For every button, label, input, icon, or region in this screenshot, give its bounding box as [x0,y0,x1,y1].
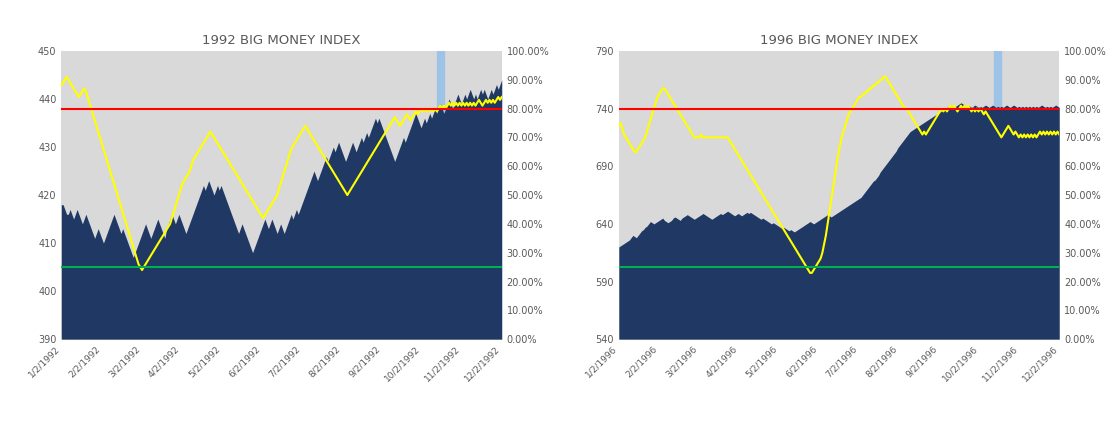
Bar [995,51,1001,339]
Title: 1992 BIG MONEY INDEX: 1992 BIG MONEY INDEX [202,34,361,47]
Bar [437,51,444,339]
Title: 1996 BIG MONEY INDEX: 1996 BIG MONEY INDEX [759,34,919,47]
